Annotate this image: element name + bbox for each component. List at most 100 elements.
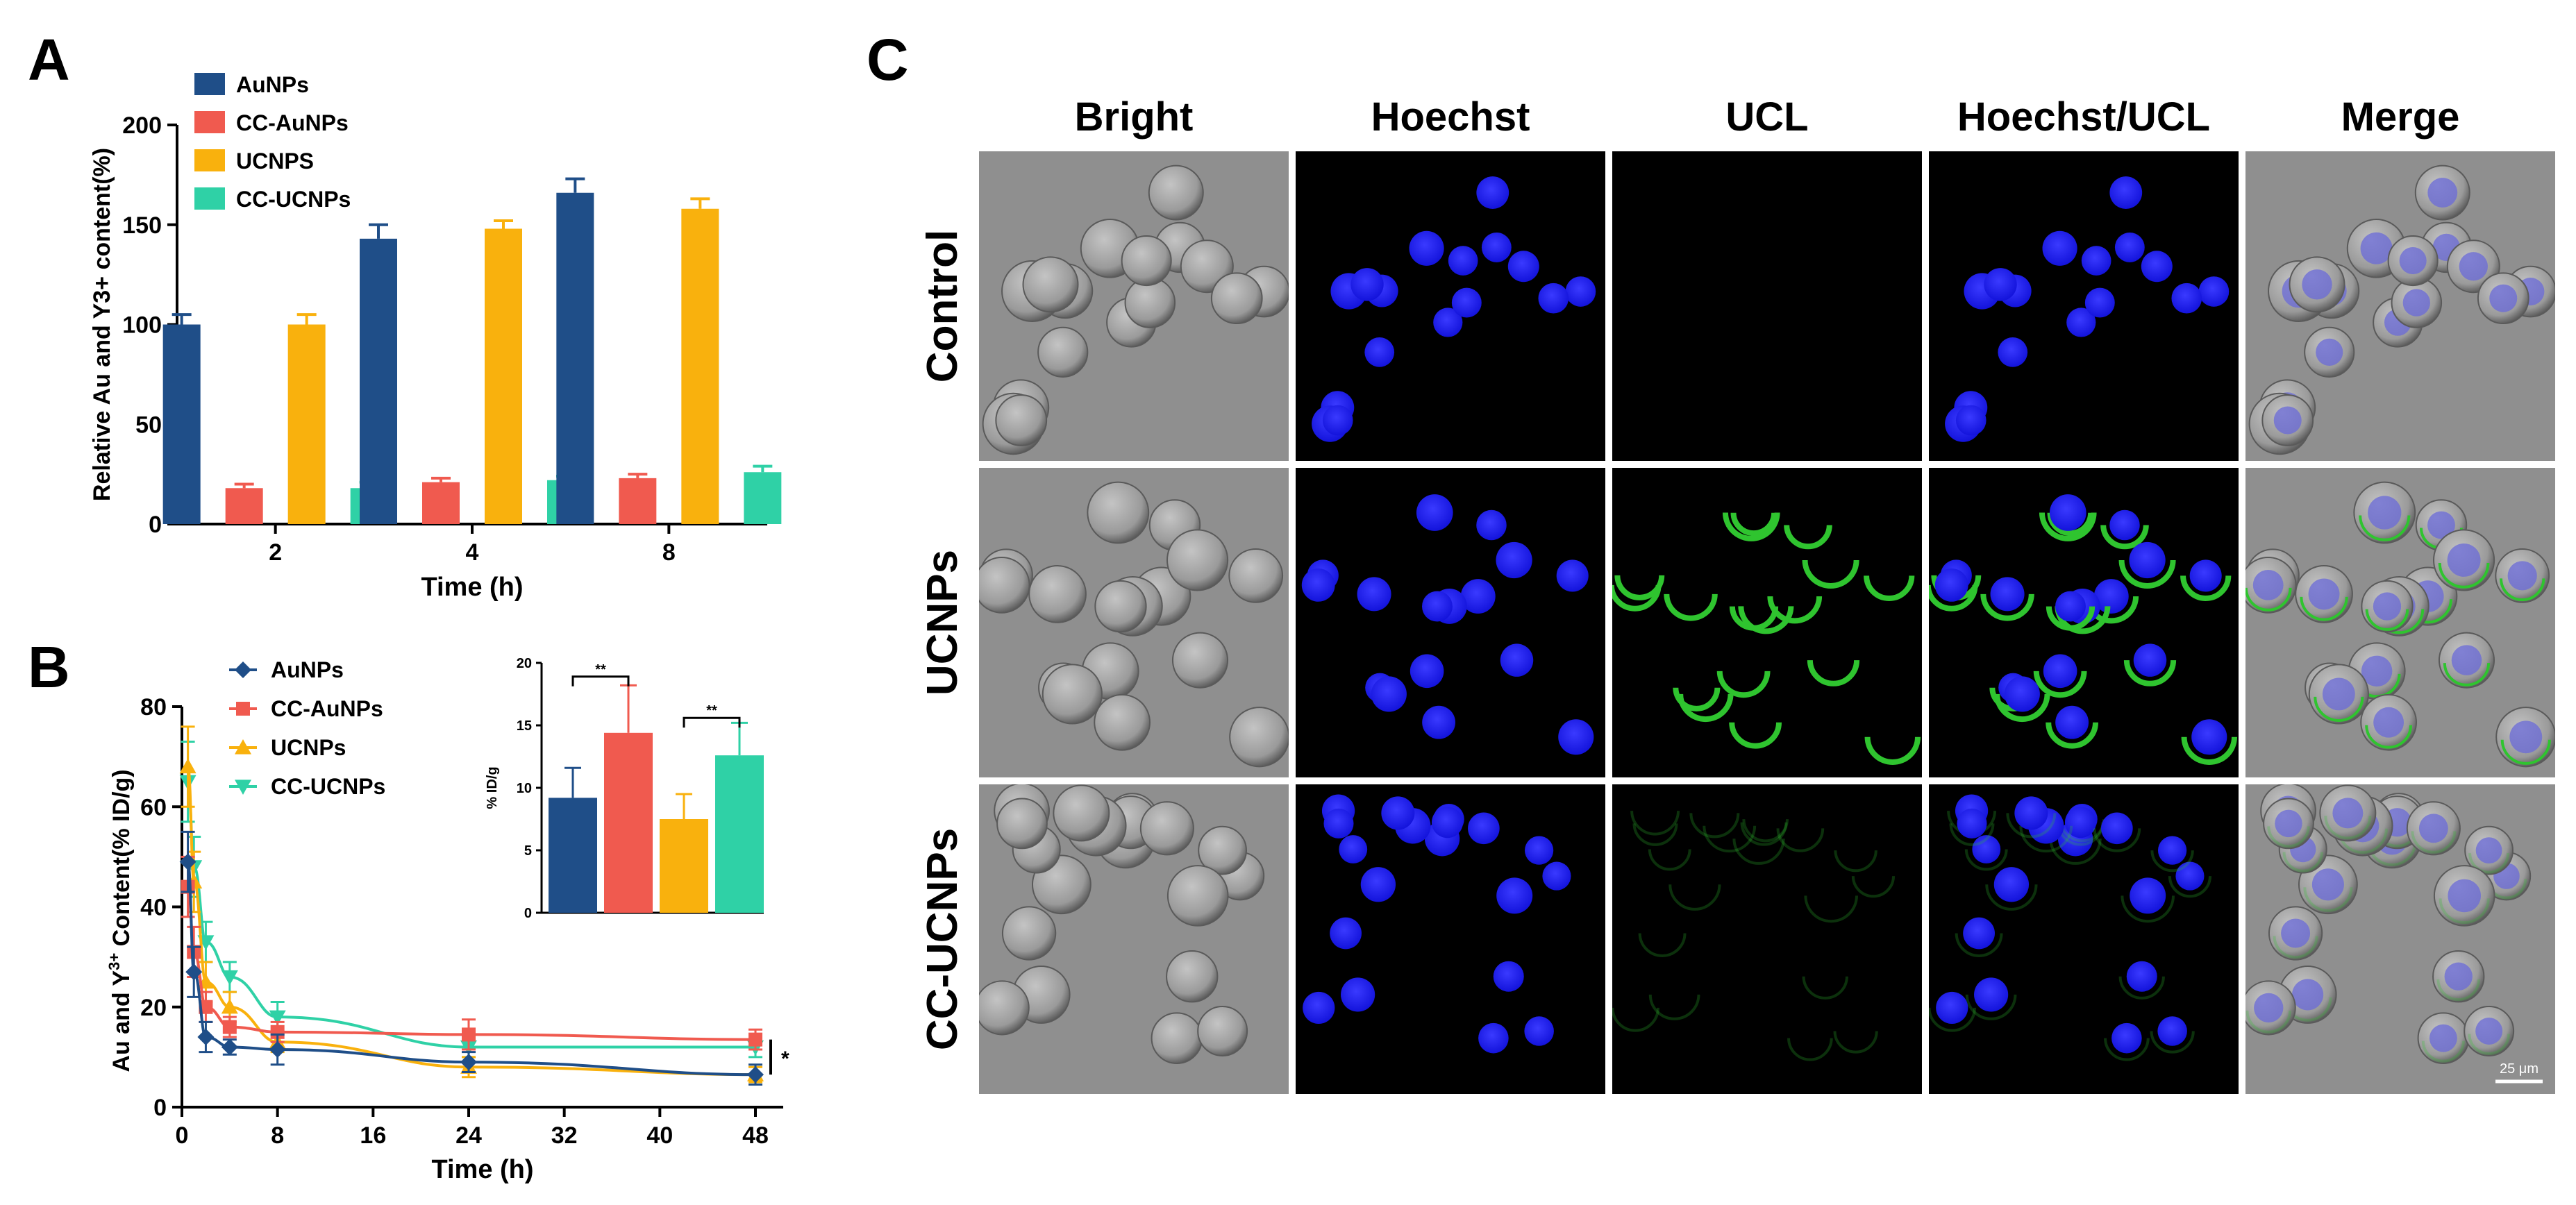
ucl-signal <box>1612 1007 1659 1032</box>
merged-nucleus <box>2429 1024 2457 1052</box>
ucl-signal <box>2121 895 2175 923</box>
b-point <box>222 1020 237 1034</box>
nucleus <box>2093 579 2129 614</box>
ucl-signal <box>1864 575 1915 601</box>
cell <box>1121 235 1172 287</box>
cell <box>1166 529 1229 591</box>
merged-nucleus <box>2308 578 2340 610</box>
a-ytick-label: 200 <box>122 112 162 139</box>
cell <box>1042 664 1103 725</box>
merged-ucl <box>2314 696 2364 722</box>
cell <box>1171 632 1229 689</box>
row-label: UCNPs <box>919 550 967 696</box>
ucl-signal <box>1807 659 1860 686</box>
merged-nucleus <box>2418 814 2448 843</box>
merged-nucleus <box>2373 707 2404 738</box>
image-tile-cc-ucnps-hoechst-ucl <box>1929 784 2239 1094</box>
merged-ucl <box>2273 936 2318 959</box>
nucleus <box>1409 230 1444 266</box>
nucleus <box>1556 559 1589 592</box>
ucl-signal <box>2123 659 2177 686</box>
b-point <box>221 998 238 1014</box>
merged-nucleus <box>2252 569 2284 600</box>
row-label: CC-UCNPs <box>919 828 967 1050</box>
tile-content <box>1296 468 1605 777</box>
nucleus <box>1538 283 1569 314</box>
chart-a: 0 50 100 150 200 2 4 8 Time (h) Relative Au and Y… <box>89 72 782 602</box>
nucleus <box>1416 494 1453 531</box>
merged-nucleus <box>2322 677 2355 711</box>
b-point <box>185 963 203 981</box>
nucleus <box>2157 1016 2187 1046</box>
b-sig-label: * <box>781 1047 789 1070</box>
inset-ylabel: % ID/g <box>485 766 500 809</box>
ucl-signal <box>1776 828 1825 852</box>
inset-bar <box>604 732 653 913</box>
b-ytick-label: 60 <box>140 794 167 820</box>
a-bar <box>485 228 522 524</box>
chart-b: 0 20 40 60 80 0 8 16 24 32 40 48 Time (h) Au and Y3+ … <box>106 656 789 1184</box>
tile-content <box>1612 151 1922 461</box>
nucleus <box>1496 541 1532 579</box>
nucleus <box>2191 719 2227 755</box>
merged-nucleus <box>2302 269 2332 300</box>
ucl-signal <box>2168 876 2212 898</box>
merged-nucleus <box>2475 837 2502 864</box>
b-point <box>235 739 251 755</box>
cell <box>1139 801 1194 856</box>
nucleus <box>1496 877 1533 914</box>
ucl-signal <box>2046 722 2099 749</box>
tile-content <box>979 468 1289 777</box>
merged-ucl <box>2499 578 2545 601</box>
nucleus <box>1974 977 2009 1012</box>
ucl-signal <box>1985 884 2038 911</box>
a-legend-label: UCNPS <box>236 149 314 174</box>
b-point <box>460 1054 477 1071</box>
image-tile-ucnps-bright <box>979 468 1289 777</box>
column-header: Hoechst <box>1371 94 1530 140</box>
merged-nucleus <box>2509 721 2543 754</box>
merged-nucleus <box>2507 561 2537 591</box>
merged-ucl <box>2365 725 2413 749</box>
nucleus <box>2157 836 2187 865</box>
ucl-signal <box>1802 559 1859 589</box>
nucleus <box>1421 591 1453 622</box>
tile-content <box>1929 468 2239 777</box>
tile-content <box>1296 151 1605 461</box>
nucleus <box>1301 568 1335 602</box>
nucleus <box>1468 812 1500 845</box>
cell <box>1022 256 1079 313</box>
cell <box>1151 1012 1203 1064</box>
a-bar <box>619 478 657 524</box>
b-xtick-label: 24 <box>455 1122 482 1149</box>
image-tile-control-bright <box>979 151 1289 461</box>
ucl-signal <box>1804 895 1859 923</box>
b-point <box>235 662 251 678</box>
nucleus <box>1558 719 1594 755</box>
ucl-signal <box>2100 525 2149 550</box>
merged-ucl <box>2245 1010 2292 1034</box>
column-header: Hoechst/UCL <box>1957 94 2210 140</box>
nucleus <box>1972 835 2001 863</box>
nucleus <box>1478 1022 1509 1054</box>
cell <box>996 798 1048 850</box>
ucl-signal <box>1689 813 1740 839</box>
image-tile-ucnps-ucl <box>1612 468 1922 777</box>
b-xtick-label: 40 <box>646 1122 673 1149</box>
b-point <box>747 1066 764 1084</box>
nucleus <box>1524 1016 1554 1046</box>
merged-ucl <box>2267 826 2310 848</box>
a-xtick-label: 2 <box>269 539 282 566</box>
cell <box>1229 707 1289 768</box>
merged-nucleus <box>2427 178 2458 208</box>
merged-ucl <box>2324 816 2372 840</box>
ucl-signal <box>1834 850 1877 873</box>
cell <box>1198 825 1247 875</box>
merged-ucl <box>2282 852 2323 873</box>
merged-nucleus <box>2281 918 2311 948</box>
ucl-signal <box>2033 671 2087 698</box>
ucl-signal <box>1614 575 1665 600</box>
b-legend-label: CC-AuNPs <box>271 696 383 721</box>
merged-ucl <box>2303 887 2353 912</box>
